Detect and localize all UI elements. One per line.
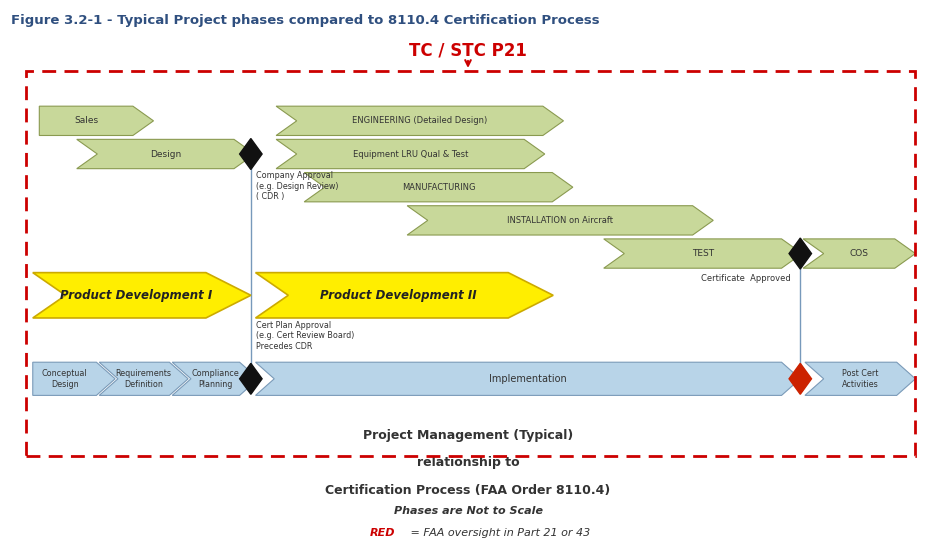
Text: ENGINEERING (Detailed Design): ENGINEERING (Detailed Design) [352, 116, 488, 126]
Polygon shape [256, 273, 553, 318]
Text: Compliance
Planning: Compliance Planning [191, 369, 240, 389]
Polygon shape [789, 238, 812, 269]
Polygon shape [256, 362, 800, 395]
Text: = FAA oversight in Part 21 or 43: = FAA oversight in Part 21 or 43 [407, 528, 591, 538]
Polygon shape [172, 362, 258, 395]
Text: Requirements
Definition: Requirements Definition [116, 369, 171, 389]
Text: Company Approval
(e.g. Design Review)
( CDR ): Company Approval (e.g. Design Review) ( … [256, 171, 338, 201]
Text: Equipment LRU Qual & Test: Equipment LRU Qual & Test [353, 149, 468, 159]
Text: relationship to: relationship to [417, 456, 519, 469]
Text: Product Development II: Product Development II [320, 289, 476, 302]
Text: Implementation: Implementation [489, 374, 567, 384]
Text: Phases are Not to Scale: Phases are Not to Scale [393, 506, 543, 516]
Text: Cert Plan Approval
(e.g. Cert Review Board)
Precedes CDR: Cert Plan Approval (e.g. Cert Review Boa… [256, 321, 354, 351]
Text: Product Development I: Product Development I [60, 289, 212, 302]
Polygon shape [99, 362, 188, 395]
Text: RED: RED [370, 528, 395, 538]
Text: Design: Design [150, 149, 182, 159]
Polygon shape [240, 139, 262, 170]
Text: Certification Process (FAA Order 8110.4): Certification Process (FAA Order 8110.4) [326, 484, 610, 497]
Text: Figure 3.2-1 - Typical Project phases compared to 8110.4 Certification Process: Figure 3.2-1 - Typical Project phases co… [11, 14, 600, 27]
Text: TEST: TEST [692, 249, 714, 258]
Polygon shape [604, 239, 802, 268]
Text: INSTALLATION on Aircraft: INSTALLATION on Aircraft [507, 216, 613, 225]
Polygon shape [805, 362, 915, 395]
Polygon shape [789, 363, 812, 394]
Polygon shape [304, 173, 573, 202]
Polygon shape [39, 106, 154, 135]
Polygon shape [33, 273, 251, 318]
Polygon shape [240, 363, 262, 394]
Text: COS: COS [850, 249, 869, 258]
Text: TC / STC P21: TC / STC P21 [409, 41, 527, 60]
Polygon shape [77, 139, 255, 169]
Polygon shape [33, 362, 115, 395]
Polygon shape [276, 139, 545, 169]
Text: Certificate  Approved: Certificate Approved [701, 274, 791, 283]
Text: Conceptual
Design: Conceptual Design [42, 369, 87, 389]
Polygon shape [803, 239, 915, 268]
Text: Sales: Sales [74, 116, 98, 126]
Text: Project Management (Typical): Project Management (Typical) [363, 429, 573, 442]
Text: Post Cert
Activities: Post Cert Activities [841, 369, 879, 389]
Polygon shape [407, 206, 713, 235]
Polygon shape [276, 106, 563, 135]
Text: MANUFACTURING: MANUFACTURING [402, 182, 475, 192]
